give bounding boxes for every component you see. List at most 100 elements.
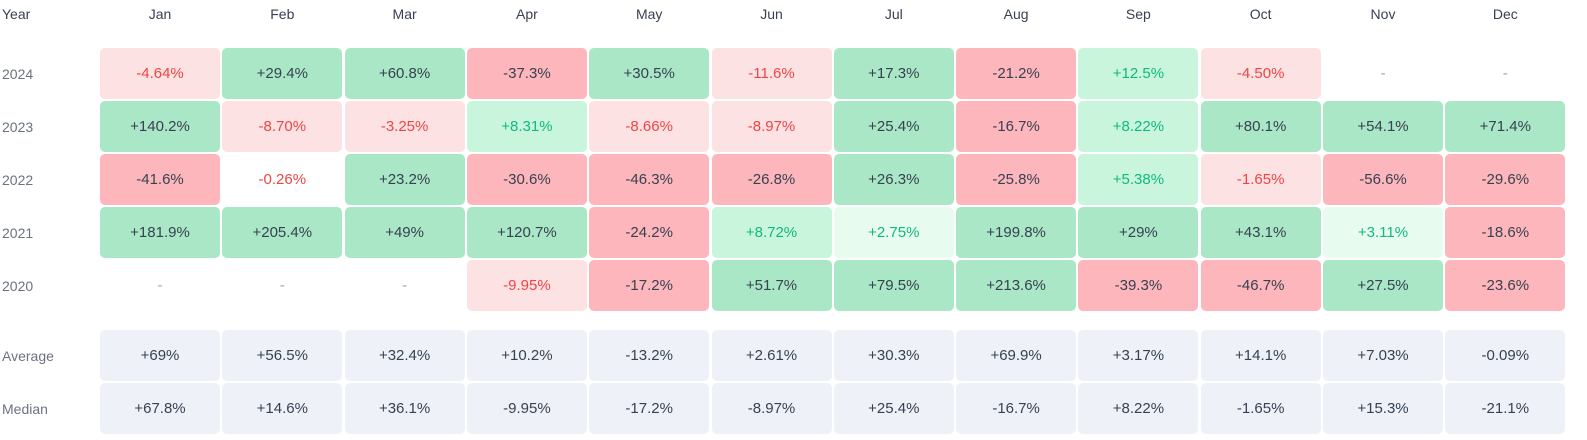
return-cell: +120.7%	[466, 207, 587, 258]
return-cell: -21.2%	[956, 48, 1077, 99]
return-cell: +29.4%	[222, 48, 343, 99]
return-cell: -4.64%	[100, 48, 220, 99]
return-cell: -29.6%	[1445, 154, 1566, 205]
return-cell: -23.6%	[1445, 260, 1566, 311]
return-cell: +30.5%	[589, 48, 710, 99]
return-cell: -46.7%	[1200, 260, 1321, 311]
return-cell: -41.6%	[100, 154, 220, 205]
return-cell: -	[1380, 65, 1386, 82]
return-cell: -8.70%	[222, 101, 343, 152]
summary-cell: -16.7%	[956, 383, 1077, 434]
return-cell: -3.25%	[344, 101, 465, 152]
summary-cell: +30.3%	[833, 330, 954, 381]
summary-cell: +36.1%	[344, 383, 465, 434]
return-cell: -30.6%	[466, 154, 587, 205]
summary-label: Median	[2, 400, 48, 417]
summary-cell: +25.4%	[833, 383, 954, 434]
return-cell: +12.5%	[1078, 48, 1199, 99]
return-cell: +49%	[344, 207, 465, 258]
month-header: Jun	[760, 6, 783, 22]
return-cell: +181.9%	[100, 207, 220, 258]
summary-cell: +69.9%	[956, 330, 1077, 381]
summary-cell: -17.2%	[589, 383, 710, 434]
summary-cell: +67.8%	[100, 383, 220, 434]
month-header: Nov	[1370, 6, 1396, 22]
return-cell: +2.75%	[833, 207, 954, 258]
return-cell: -26.8%	[711, 154, 832, 205]
return-cell: -4.50%	[1200, 48, 1321, 99]
year-label: 2021	[2, 224, 34, 241]
return-cell: +199.8%	[956, 207, 1077, 258]
return-cell: +71.4%	[1445, 101, 1566, 152]
return-cell: +29%	[1078, 207, 1199, 258]
month-header: Sep	[1125, 6, 1151, 22]
year-label: 2024	[2, 65, 34, 82]
month-header: Oct	[1249, 6, 1272, 22]
header-label: Year	[2, 6, 31, 22]
month-header: Mar	[392, 6, 417, 22]
return-cell: -56.6%	[1323, 154, 1443, 205]
year-label: 2020	[2, 277, 34, 294]
year-label: 2023	[2, 118, 34, 135]
return-cell: -37.3%	[466, 48, 587, 99]
summary-cell: +69%	[100, 330, 220, 381]
return-cell: +8.31%	[466, 101, 587, 152]
return-cell: +205.4%	[222, 207, 343, 258]
return-cell: +27.5%	[1323, 260, 1443, 311]
summary-cell: +2.61%	[711, 330, 832, 381]
summary-cell: -9.95%	[466, 383, 587, 434]
return-cell: -1.65%	[1200, 154, 1321, 205]
month-header: Dec	[1492, 6, 1518, 22]
return-cell: -16.7%	[956, 101, 1077, 152]
summary-cell: -8.97%	[711, 383, 832, 434]
summary-cell: +15.3%	[1323, 383, 1443, 434]
return-cell: +8.22%	[1078, 101, 1199, 152]
return-cell: +23.2%	[344, 154, 465, 205]
return-cell: +51.7%	[711, 260, 832, 311]
return-cell: -9.95%	[466, 260, 587, 311]
summary-cell: -13.2%	[589, 330, 710, 381]
summary-cell: +7.03%	[1323, 330, 1443, 381]
month-header: Jan	[148, 6, 172, 22]
return-cell: -17.2%	[589, 260, 710, 311]
return-cell: +17.3%	[833, 48, 954, 99]
month-header: Apr	[515, 6, 538, 22]
return-cell: -	[279, 277, 285, 294]
return-cell: +25.4%	[833, 101, 954, 152]
summary-cell: +56.5%	[222, 330, 343, 381]
return-cell: +5.38%	[1078, 154, 1199, 205]
summary-cell: -1.65%	[1200, 383, 1321, 434]
return-cell: +26.3%	[833, 154, 954, 205]
summary-cell: +32.4%	[344, 330, 465, 381]
summary-cell: +14.6%	[222, 383, 343, 434]
summary-cell: -21.1%	[1445, 383, 1566, 434]
return-cell: -	[402, 277, 408, 294]
month-header: Jul	[884, 6, 903, 22]
return-cell: +80.1%	[1200, 101, 1321, 152]
return-cell: +3.11%	[1323, 207, 1443, 258]
summary-cell: +14.1%	[1200, 330, 1321, 381]
summary-cell: +3.17%	[1078, 330, 1199, 381]
year-label: 2022	[2, 171, 34, 188]
return-cell: -25.8%	[956, 154, 1077, 205]
summary-label: Average	[2, 347, 54, 364]
return-cell: -46.3%	[589, 154, 710, 205]
return-cell: -0.26%	[258, 171, 307, 188]
return-cell: +140.2%	[100, 101, 220, 152]
month-header: Feb	[270, 6, 295, 22]
return-cell: +79.5%	[833, 260, 954, 311]
return-cell: +8.72%	[711, 207, 832, 258]
return-cell: +54.1%	[1323, 101, 1443, 152]
month-header: May	[635, 6, 663, 22]
return-cell: -11.6%	[711, 48, 832, 99]
return-cell: +213.6%	[956, 260, 1077, 311]
return-cell: -8.97%	[711, 101, 832, 152]
return-cell: -8.66%	[589, 101, 710, 152]
summary-cell: -0.09%	[1445, 330, 1566, 381]
summary-cell: +10.2%	[466, 330, 587, 381]
month-header: Aug	[1003, 6, 1029, 22]
return-cell: -	[157, 277, 163, 294]
return-cell: -18.6%	[1445, 207, 1566, 258]
summary-cell: +8.22%	[1078, 383, 1199, 434]
